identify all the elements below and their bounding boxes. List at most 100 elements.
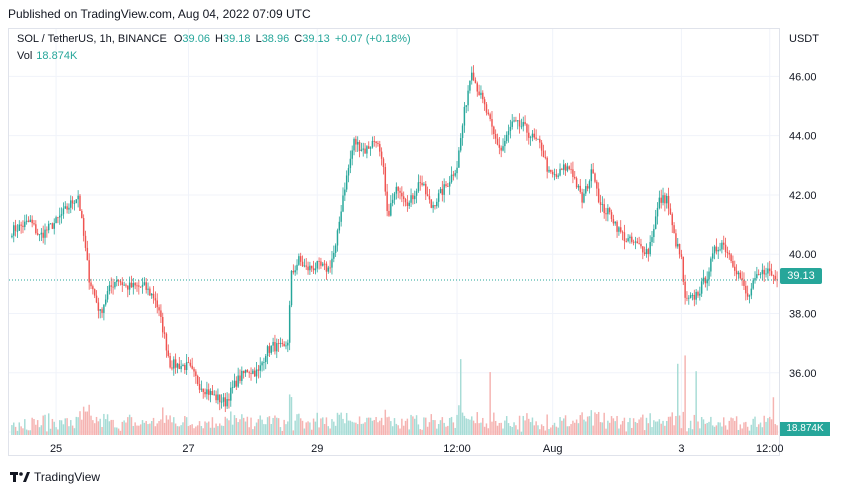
volume-bar bbox=[36, 420, 39, 435]
candle-body bbox=[469, 80, 471, 91]
candle-body bbox=[480, 92, 482, 95]
volume-bar bbox=[710, 416, 712, 435]
volume-bar bbox=[458, 405, 460, 435]
close-label: C bbox=[294, 33, 303, 45]
volume-bar bbox=[242, 417, 245, 435]
candle-body bbox=[345, 175, 348, 190]
candle-body bbox=[316, 261, 318, 269]
candle-body bbox=[559, 168, 561, 176]
candle-body bbox=[553, 174, 556, 176]
volume-bar bbox=[452, 422, 455, 435]
candle-body bbox=[483, 99, 486, 105]
volume-bar bbox=[686, 431, 688, 435]
volume-bar bbox=[533, 425, 536, 435]
volume-bar bbox=[338, 414, 341, 435]
candle-body bbox=[721, 242, 723, 250]
current-volume-tag: 18.874K bbox=[780, 422, 830, 436]
volume-bar bbox=[645, 417, 648, 435]
volume-bar bbox=[33, 419, 35, 435]
candle-body bbox=[616, 221, 618, 232]
volume-bar bbox=[734, 420, 736, 435]
candle-body bbox=[625, 241, 627, 242]
candle-body bbox=[239, 375, 241, 381]
volume-bar bbox=[184, 416, 186, 435]
candle-body bbox=[410, 195, 412, 203]
candle-body bbox=[750, 288, 753, 296]
candle-body bbox=[402, 196, 405, 200]
candle-body bbox=[408, 202, 410, 206]
volume-bar bbox=[456, 414, 458, 435]
candle-body bbox=[134, 283, 136, 286]
volume-bar bbox=[741, 428, 743, 435]
volume-bar bbox=[665, 420, 668, 435]
candle-body bbox=[342, 195, 344, 212]
candle-body bbox=[318, 261, 320, 262]
candle-body bbox=[489, 114, 491, 120]
candle-body bbox=[24, 221, 26, 227]
volume-bar bbox=[399, 428, 401, 435]
candle-body bbox=[298, 256, 300, 265]
candle-body bbox=[82, 218, 85, 236]
volume-bar bbox=[73, 428, 76, 435]
candle-body bbox=[299, 256, 302, 262]
candle-body bbox=[154, 298, 157, 301]
candle-body bbox=[290, 271, 293, 306]
volume-bar bbox=[250, 417, 252, 435]
volume-bar bbox=[193, 428, 195, 435]
volume-bar bbox=[423, 417, 425, 435]
volume-bar bbox=[316, 412, 318, 435]
volume-bar bbox=[434, 420, 436, 435]
chart-frame[interactable] bbox=[8, 28, 780, 456]
candle-body bbox=[610, 212, 613, 220]
volume-bar bbox=[548, 429, 550, 435]
volume-bar bbox=[737, 429, 740, 435]
candle-body bbox=[629, 236, 631, 239]
volume-legend: Vol 18.874K bbox=[17, 50, 77, 62]
candle-body bbox=[309, 265, 311, 271]
candle-body bbox=[772, 275, 775, 277]
volume-bar bbox=[272, 417, 274, 435]
candle-body bbox=[193, 368, 195, 372]
low-label: L bbox=[255, 33, 262, 45]
volume-bar bbox=[715, 425, 718, 435]
candle-body bbox=[128, 282, 131, 290]
volume-bar bbox=[621, 420, 624, 435]
candle-body bbox=[734, 266, 736, 271]
volume-bar bbox=[700, 417, 703, 435]
volume-bar bbox=[439, 420, 442, 435]
volume-bar bbox=[266, 417, 269, 435]
volume-bar bbox=[327, 426, 330, 435]
candle-body bbox=[673, 225, 675, 234]
volume-bar bbox=[325, 417, 328, 435]
candle-body bbox=[171, 367, 173, 369]
volume-bar bbox=[333, 421, 335, 435]
candle-body bbox=[255, 369, 258, 377]
volume-bar bbox=[597, 411, 600, 435]
candle-body bbox=[430, 199, 433, 208]
volume-bar bbox=[711, 425, 714, 435]
volume-bar bbox=[336, 412, 339, 435]
volume-bar bbox=[450, 416, 453, 435]
candle-body bbox=[399, 190, 401, 193]
candle-body bbox=[125, 284, 127, 286]
volume-bar bbox=[252, 429, 254, 435]
tradingview-logo[interactable]: TradingView bbox=[10, 470, 100, 484]
candle-body bbox=[222, 397, 225, 402]
candle-body bbox=[16, 230, 19, 232]
volume-bar bbox=[461, 412, 464, 435]
candle-body bbox=[459, 138, 462, 151]
volume-bar bbox=[176, 426, 179, 435]
candle-body bbox=[279, 342, 282, 344]
candle-body bbox=[465, 105, 467, 107]
x-tick-label: 12:00 bbox=[756, 443, 784, 455]
candle-body bbox=[356, 141, 359, 145]
candle-body bbox=[388, 210, 390, 216]
volume-bar bbox=[535, 421, 537, 435]
candle-body bbox=[496, 138, 499, 145]
volume-bar bbox=[732, 418, 734, 435]
candle-body bbox=[49, 223, 52, 225]
candle-body bbox=[259, 365, 261, 371]
candle-body bbox=[268, 346, 271, 353]
candle-body bbox=[728, 253, 730, 255]
